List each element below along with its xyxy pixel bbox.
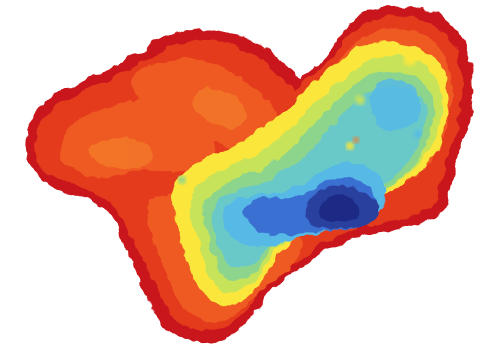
- speckle-green-a: [178, 176, 186, 184]
- speckle-yellow-a: [183, 183, 193, 193]
- contour-sky-northeast: [370, 79, 421, 131]
- contour-orange-patch-a: [89, 138, 153, 169]
- speckle-orange-a: [353, 137, 359, 143]
- speckle-green-b: [355, 95, 365, 105]
- contour-navy: [319, 195, 359, 222]
- speckle-sky-a: [414, 130, 422, 138]
- speckle-yellow-b: [346, 142, 354, 150]
- speckle-yellow-c: [404, 54, 416, 66]
- contour-orange-patch-b: [192, 88, 246, 128]
